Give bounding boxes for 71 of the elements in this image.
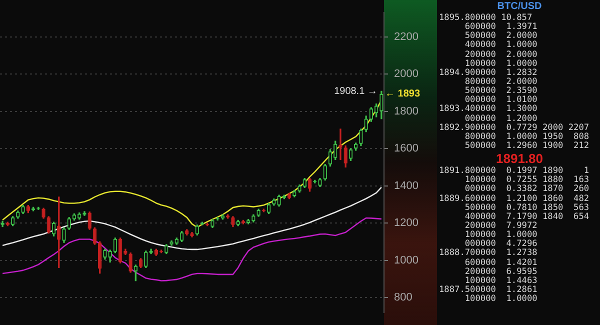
candlestick bbox=[46, 216, 50, 234]
text: 1894.900000 1.2832 bbox=[439, 68, 538, 78]
candlestick bbox=[266, 203, 271, 214]
y-tick-label: 2200 bbox=[394, 30, 418, 43]
text: 200000 2.0000 bbox=[464, 50, 538, 60]
candlestick bbox=[236, 220, 240, 226]
text: 000000 1.0100 bbox=[464, 95, 538, 106]
y-tick-label: 1200 bbox=[394, 217, 418, 230]
y-tick-label: 1400 bbox=[394, 180, 418, 192]
candlestick bbox=[128, 252, 132, 273]
candlestick bbox=[103, 248, 107, 260]
candlestick bbox=[277, 194, 281, 207]
text: 1888.700000 1.2738 bbox=[439, 248, 538, 258]
candlestick bbox=[287, 192, 292, 200]
candlestick bbox=[298, 184, 302, 193]
y-tick-label: 800 bbox=[394, 292, 412, 304]
y-tick-label: 1600 bbox=[394, 142, 418, 155]
candlestick bbox=[344, 145, 348, 168]
candlestick bbox=[62, 227, 66, 243]
text: ← 1893 bbox=[385, 88, 420, 100]
candlestick bbox=[272, 198, 276, 206]
candlestick bbox=[252, 214, 256, 222]
y-tick-label: 1000 bbox=[394, 254, 418, 266]
text: 600000 1.3971 bbox=[464, 22, 538, 32]
text: 500000 1.2960 1900 212 bbox=[464, 140, 590, 152]
text: 800000 2.0000 bbox=[464, 76, 538, 87]
text: 1891.800000 0.1997 1890 1 bbox=[439, 166, 590, 176]
text: 000000 4.7296 bbox=[464, 239, 538, 250]
candlestick bbox=[108, 250, 112, 262]
text: 1887.500000 1.2861 bbox=[439, 284, 538, 295]
candlestick bbox=[359, 128, 363, 146]
candlestick bbox=[318, 178, 322, 188]
text: 600000 1.4201 bbox=[464, 258, 538, 268]
annotation: 1908.1 → bbox=[334, 86, 378, 97]
candlestick bbox=[231, 216, 235, 228]
y-tick-label: 1800 bbox=[394, 105, 418, 118]
text: 400000 1.0000 bbox=[464, 40, 538, 50]
text: 100000 1.0000 bbox=[464, 58, 538, 69]
candlestick bbox=[72, 213, 76, 221]
text: 1893.400000 1.3000 bbox=[439, 104, 538, 114]
text: 1889.600000 1.2100 1860 482 bbox=[439, 194, 590, 204]
candlestick bbox=[78, 212, 82, 220]
text: 500000 2.0000 bbox=[464, 31, 538, 42]
text: 100000 1.0000 bbox=[464, 294, 538, 304]
candlestick bbox=[256, 208, 260, 217]
text: BTC/USD bbox=[496, 0, 543, 14]
text: 800000 1.0000 1950 808 bbox=[464, 132, 590, 142]
text: 000000 0.3382 1870 260 bbox=[464, 184, 590, 194]
candlestick bbox=[170, 240, 174, 246]
candlestick bbox=[210, 218, 214, 228]
text: 100000 1.0000 bbox=[464, 230, 538, 240]
text: 000000 1.2000 bbox=[464, 114, 538, 124]
candlestick bbox=[364, 116, 368, 132]
y-tick-label: 2000 bbox=[394, 68, 418, 80]
candlestick bbox=[348, 148, 353, 161]
candlestick bbox=[380, 90, 384, 120]
text: 100000 0.7255 1880 163 bbox=[464, 175, 590, 186]
text: 200000 7.9972 bbox=[464, 220, 538, 231]
candlestick bbox=[220, 214, 225, 220]
text: 200000 6.9595 bbox=[464, 266, 538, 277]
text: 500000 2.3590 bbox=[464, 86, 538, 96]
text: 100000 1.4463 bbox=[464, 276, 538, 286]
text: 1895.800000 10.857 bbox=[439, 13, 532, 23]
text: 500000 0.7810 1850 563 bbox=[464, 202, 590, 213]
candlestick bbox=[16, 210, 20, 219]
candlestick bbox=[144, 250, 148, 268]
text: 1891.80 bbox=[495, 151, 544, 166]
text: 400000 7.1790 1840 654 bbox=[464, 212, 590, 222]
text: 1892.900000 0.7729 2000 2207 bbox=[439, 122, 590, 133]
candlestick bbox=[42, 208, 46, 219]
candlestick bbox=[21, 205, 25, 214]
